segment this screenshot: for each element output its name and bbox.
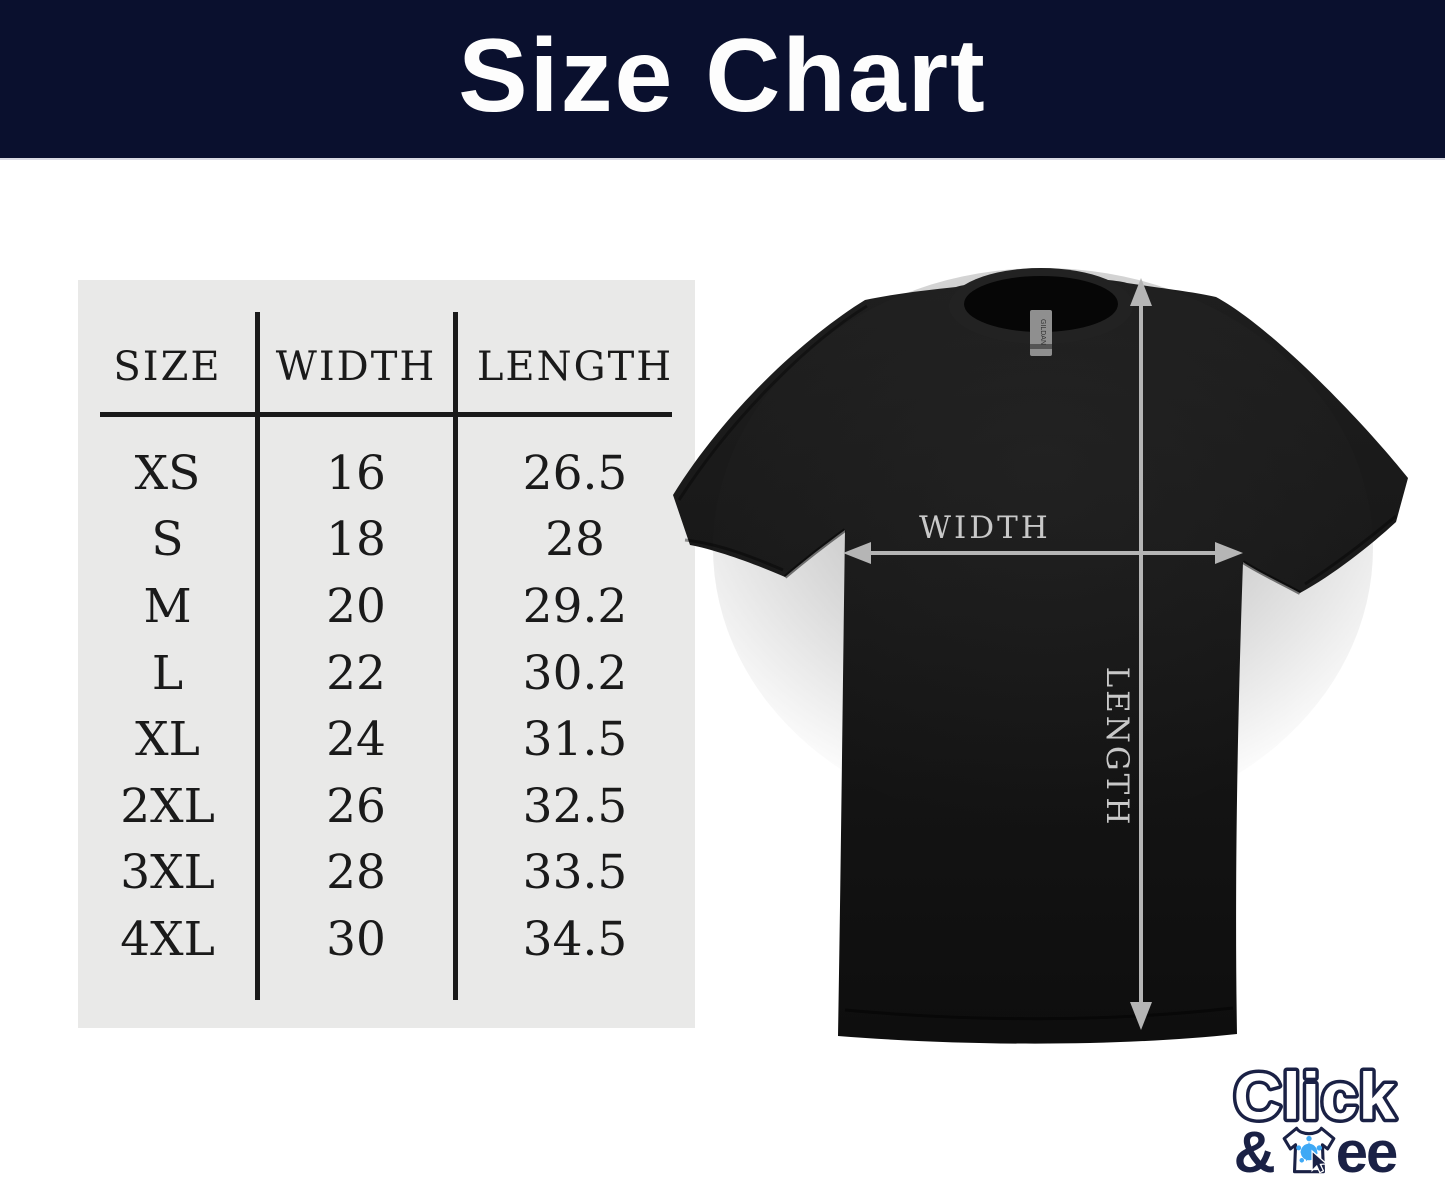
width-cell: 28 <box>326 845 386 901</box>
length-cell: 33.5 <box>522 845 628 901</box>
header-banner: Size Chart <box>0 0 1445 160</box>
size-table-rows: XS 16 26.5 S 18 28 M 20 29.2 L 22 30.2 XL 24 31.5 2XL 26… <box>78 440 695 973</box>
size-cell: XL <box>135 712 200 768</box>
width-label: WIDTH <box>919 510 1051 546</box>
length-cell: 31.5 <box>522 712 628 768</box>
length-arrow-icon <box>1130 278 1152 1030</box>
table-header-row: SIZE WIDTH LENGTH <box>78 280 695 408</box>
width-cell: 16 <box>326 445 386 501</box>
logo-ampersand: & <box>1233 1120 1276 1185</box>
table-column-divider <box>453 312 458 1000</box>
size-cell: L <box>151 645 184 701</box>
logo-word-tee-suffix: ee <box>1335 1120 1398 1185</box>
table-column-divider <box>255 312 260 1000</box>
size-table: SIZE WIDTH LENGTH XS 16 26.5 S 18 28 M 20 29.2 L 2… <box>78 280 695 1028</box>
page-title: Size Chart <box>458 18 987 134</box>
size-cell: M <box>143 578 192 634</box>
table-header-divider <box>100 412 672 417</box>
collar-opening <box>964 276 1118 332</box>
length-cell: 34.5 <box>522 911 628 967</box>
column-header-size: SIZE <box>113 344 222 390</box>
length-label: LENGTH <box>1099 667 1135 828</box>
width-arrow-icon <box>843 542 1243 564</box>
collar-brand-tag: GILDAN <box>1030 310 1052 356</box>
cursor-icon <box>1311 1149 1328 1174</box>
width-cell: 26 <box>326 778 386 834</box>
width-cell: 20 <box>326 578 386 634</box>
length-cell: 32.5 <box>522 778 628 834</box>
size-cell: S <box>151 512 184 568</box>
width-cell: 24 <box>326 712 386 768</box>
size-cell: 3XL <box>120 845 215 901</box>
size-cell: 2XL <box>120 778 215 834</box>
length-cell: 29.2 <box>522 578 628 634</box>
width-cell: 22 <box>326 645 386 701</box>
width-cell: 30 <box>326 911 386 967</box>
length-cell: 26.5 <box>522 445 628 501</box>
tshirt-silhouette: GILDAN <box>673 268 1408 1044</box>
column-header-width: WIDTH <box>275 344 437 390</box>
size-cell: 4XL <box>120 911 215 967</box>
tshirt-image: GILDAN WIDTH LENGTH <box>673 268 1408 1044</box>
length-cell: 30.2 <box>522 645 628 701</box>
brand-logo: Click & ee <box>1205 1056 1425 1182</box>
tshirt-icon <box>1282 1126 1336 1174</box>
column-header-length: LENGTH <box>476 344 674 390</box>
logo-word-click: Click <box>1234 1061 1397 1133</box>
size-cell: XS <box>134 445 201 501</box>
tshirt-diagram: GILDAN WIDTH LENGTH <box>655 248 1445 1048</box>
width-cell: 18 <box>326 512 386 568</box>
length-cell: 28 <box>545 512 605 568</box>
brand-tag-label: GILDAN <box>1039 319 1046 345</box>
logo-outlined-word: Click <box>1230 1056 1399 1137</box>
logo-second-line: & ee <box>1205 1124 1425 1182</box>
